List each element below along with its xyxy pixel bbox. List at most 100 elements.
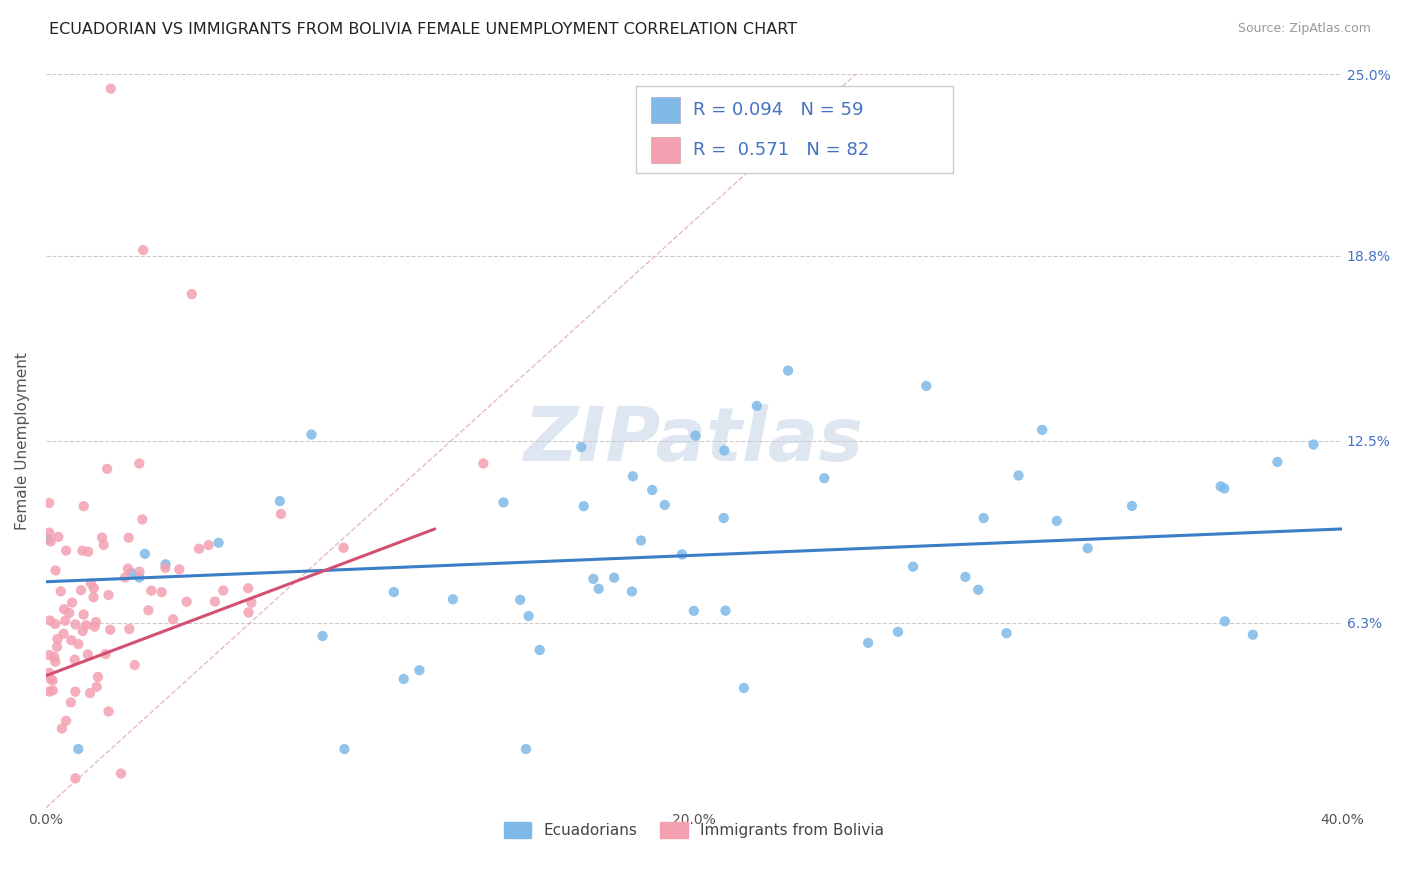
- Point: [67, 742, 90, 756]
- Point: [98, 623, 121, 637]
- Point: [44, 655, 66, 669]
- Point: [1213, 482, 1236, 496]
- Point: [120, 566, 142, 580]
- Point: [55, 543, 77, 558]
- Y-axis label: Female Unemployment: Female Unemployment: [15, 352, 30, 530]
- Point: [60, 633, 83, 648]
- Point: [53, 602, 76, 616]
- Point: [63, 652, 86, 666]
- Point: [79, 686, 101, 700]
- Point: [72, 624, 94, 638]
- Point: [180, 287, 202, 301]
- Point: [124, 658, 146, 673]
- Text: ECUADORIAN VS IMMIGRANTS FROM BOLIVIA FEMALE UNEMPLOYMENT CORRELATION CHART: ECUADORIAN VS IMMIGRANTS FROM BOLIVIA FE…: [49, 22, 797, 37]
- Point: [44, 649, 66, 664]
- Point: [973, 511, 995, 525]
- Point: [995, 626, 1018, 640]
- Point: [588, 582, 610, 596]
- Point: [72, 543, 94, 558]
- Text: Source: ZipAtlas.com: Source: ZipAtlas.com: [1237, 22, 1371, 36]
- Point: [569, 440, 592, 454]
- Point: [65, 772, 87, 786]
- Point: [38, 614, 60, 628]
- Point: [150, 585, 173, 599]
- Point: [382, 585, 405, 599]
- Point: [630, 533, 652, 548]
- Point: [1007, 468, 1029, 483]
- Point: [1267, 455, 1289, 469]
- Point: [38, 665, 60, 680]
- Point: [671, 548, 693, 562]
- Point: [155, 558, 177, 572]
- Point: [117, 531, 139, 545]
- Point: [714, 604, 737, 618]
- Point: [408, 663, 430, 677]
- Point: [110, 766, 132, 780]
- Point: [621, 469, 644, 483]
- Point: [128, 565, 150, 579]
- Point: [41, 673, 63, 688]
- Point: [392, 672, 415, 686]
- Legend: Ecuadorians, Immigrants from Bolivia: Ecuadorians, Immigrants from Bolivia: [498, 816, 890, 844]
- Point: [713, 511, 735, 525]
- Point: [955, 570, 977, 584]
- Point: [1077, 541, 1099, 556]
- Point: [67, 637, 90, 651]
- Point: [100, 81, 122, 95]
- Point: [529, 643, 551, 657]
- Point: [134, 547, 156, 561]
- Point: [212, 583, 235, 598]
- Point: [94, 647, 117, 661]
- Point: [51, 722, 73, 736]
- Point: [641, 483, 664, 497]
- Point: [83, 591, 105, 605]
- Point: [58, 606, 80, 620]
- Point: [84, 615, 107, 629]
- Text: R = 0.094   N = 59: R = 0.094 N = 59: [693, 101, 863, 119]
- Point: [967, 582, 990, 597]
- Point: [620, 584, 643, 599]
- Point: [492, 495, 515, 509]
- Point: [509, 592, 531, 607]
- Point: [887, 624, 910, 639]
- Point: [38, 684, 60, 698]
- Point: [97, 588, 120, 602]
- Point: [733, 681, 755, 695]
- Point: [1209, 479, 1232, 493]
- Point: [60, 595, 83, 609]
- Point: [65, 684, 87, 698]
- Point: [44, 617, 66, 632]
- Point: [915, 379, 938, 393]
- Point: [118, 622, 141, 636]
- Point: [472, 457, 495, 471]
- Point: [856, 636, 879, 650]
- Point: [197, 538, 219, 552]
- Point: [572, 500, 595, 514]
- Point: [37, 533, 59, 547]
- Point: [83, 581, 105, 595]
- Point: [188, 541, 211, 556]
- Point: [86, 680, 108, 694]
- Point: [332, 541, 354, 555]
- Point: [52, 626, 75, 640]
- Point: [333, 742, 356, 756]
- Point: [1046, 514, 1069, 528]
- Point: [97, 705, 120, 719]
- Point: [685, 428, 707, 442]
- Point: [1213, 615, 1236, 629]
- Point: [138, 603, 160, 617]
- Point: [515, 742, 537, 756]
- Point: [46, 640, 69, 654]
- Point: [93, 538, 115, 552]
- Point: [207, 535, 229, 549]
- Point: [301, 427, 323, 442]
- Point: [76, 648, 98, 662]
- Point: [238, 581, 260, 595]
- FancyBboxPatch shape: [651, 136, 679, 162]
- Point: [441, 592, 464, 607]
- Point: [59, 695, 82, 709]
- Point: [517, 609, 540, 624]
- Point: [238, 606, 260, 620]
- Point: [38, 496, 60, 510]
- Point: [162, 612, 184, 626]
